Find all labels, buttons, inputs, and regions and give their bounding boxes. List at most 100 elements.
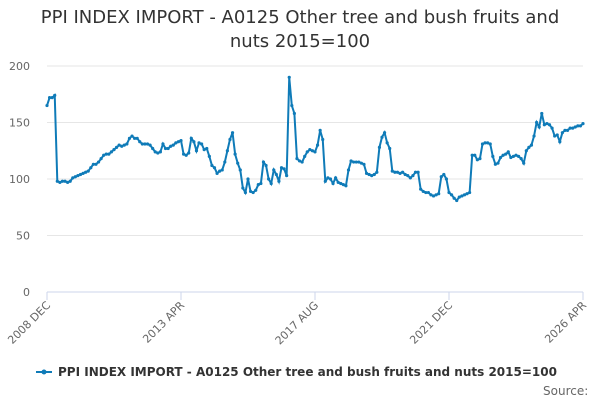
data-point: [45, 103, 49, 108]
data-point: [246, 177, 250, 181]
data-point: [122, 143, 126, 147]
data-point: [130, 134, 134, 138]
data-point: [259, 181, 263, 186]
data-point: [457, 195, 461, 199]
data-point: [395, 170, 400, 174]
data-point: [511, 154, 516, 158]
data-point: [261, 160, 266, 164]
data-point: [346, 168, 351, 172]
data-point: [555, 133, 559, 137]
data-point: [565, 128, 570, 133]
chart-title: PPI INDEX IMPORT - A0125 Other tree and …: [40, 7, 560, 52]
data-point: [212, 166, 217, 170]
data-point: [344, 184, 348, 188]
data-point: [357, 160, 361, 164]
data-point: [102, 153, 106, 157]
data-point: [109, 150, 114, 154]
data-point: [516, 154, 521, 158]
data-point: [176, 140, 181, 144]
data-point: [179, 138, 183, 143]
data-point: [573, 125, 577, 129]
data-point: [125, 142, 129, 146]
data-point: [68, 179, 72, 183]
data-point: [504, 152, 508, 156]
data-point: [398, 171, 402, 175]
data-point: [47, 96, 52, 100]
data-point: [251, 190, 255, 195]
data-point: [189, 136, 193, 140]
data-point: [475, 158, 479, 162]
data-point: [233, 152, 237, 156]
data-point: [447, 190, 451, 195]
data-point: [367, 172, 371, 177]
data-point: [426, 190, 430, 195]
data-line: [46, 77, 584, 202]
data-point: [352, 160, 356, 164]
data-point: [163, 146, 168, 151]
data-point: [571, 126, 575, 130]
data-point: [501, 153, 505, 157]
data-point: [91, 162, 95, 166]
data-point: [323, 179, 327, 183]
data-point: [99, 157, 103, 161]
data-point: [547, 123, 552, 127]
data-point: [58, 180, 62, 184]
data-point: [375, 170, 379, 174]
data-point: [576, 124, 580, 128]
data-point: [416, 170, 420, 174]
data-point: [331, 181, 335, 186]
data-point: [431, 194, 436, 198]
data-point: [161, 142, 165, 146]
data-point: [527, 145, 531, 149]
data-point: [380, 135, 384, 139]
data-point: [73, 175, 77, 179]
data-point: [560, 131, 564, 135]
x-tick-label: 2026 APR: [542, 299, 589, 346]
data-point: [140, 142, 144, 146]
data-point: [540, 111, 544, 116]
data-point: [256, 183, 260, 187]
data-point: [76, 174, 80, 178]
data-point: [148, 143, 152, 147]
data-point: [279, 166, 284, 170]
y-tick-label: 100: [9, 173, 30, 186]
data-point: [187, 151, 191, 155]
data-point: [496, 161, 500, 165]
data-point: [493, 162, 497, 166]
data-point: [334, 176, 338, 180]
data-point: [230, 131, 235, 135]
data-point: [315, 143, 320, 147]
data-point: [86, 169, 90, 173]
x-tick-label: 2017 AUG: [273, 299, 322, 348]
data-point: [429, 193, 433, 197]
data-point: [310, 149, 315, 153]
data-point: [158, 150, 162, 154]
data-point: [362, 162, 366, 166]
data-point: [483, 141, 487, 145]
data-point: [377, 145, 382, 149]
data-point: [506, 150, 510, 154]
data-point: [274, 172, 278, 177]
data-point: [434, 193, 438, 197]
data-point: [84, 170, 88, 174]
data-point: [120, 144, 124, 148]
data-point: [197, 141, 201, 145]
data-point: [444, 177, 449, 181]
data-point: [390, 169, 394, 173]
data-point: [241, 186, 245, 190]
data-point: [388, 146, 392, 151]
data-point: [385, 141, 389, 145]
legend-symbol: [41, 369, 47, 375]
data-point: [372, 172, 376, 177]
data-point: [287, 75, 291, 79]
data-point: [424, 190, 428, 195]
data-point: [437, 192, 441, 196]
data-point: [223, 160, 227, 164]
data-point: [529, 143, 534, 147]
data-point: [370, 174, 374, 178]
data-point: [194, 149, 199, 153]
data-point: [81, 171, 85, 175]
data-point: [421, 189, 425, 194]
